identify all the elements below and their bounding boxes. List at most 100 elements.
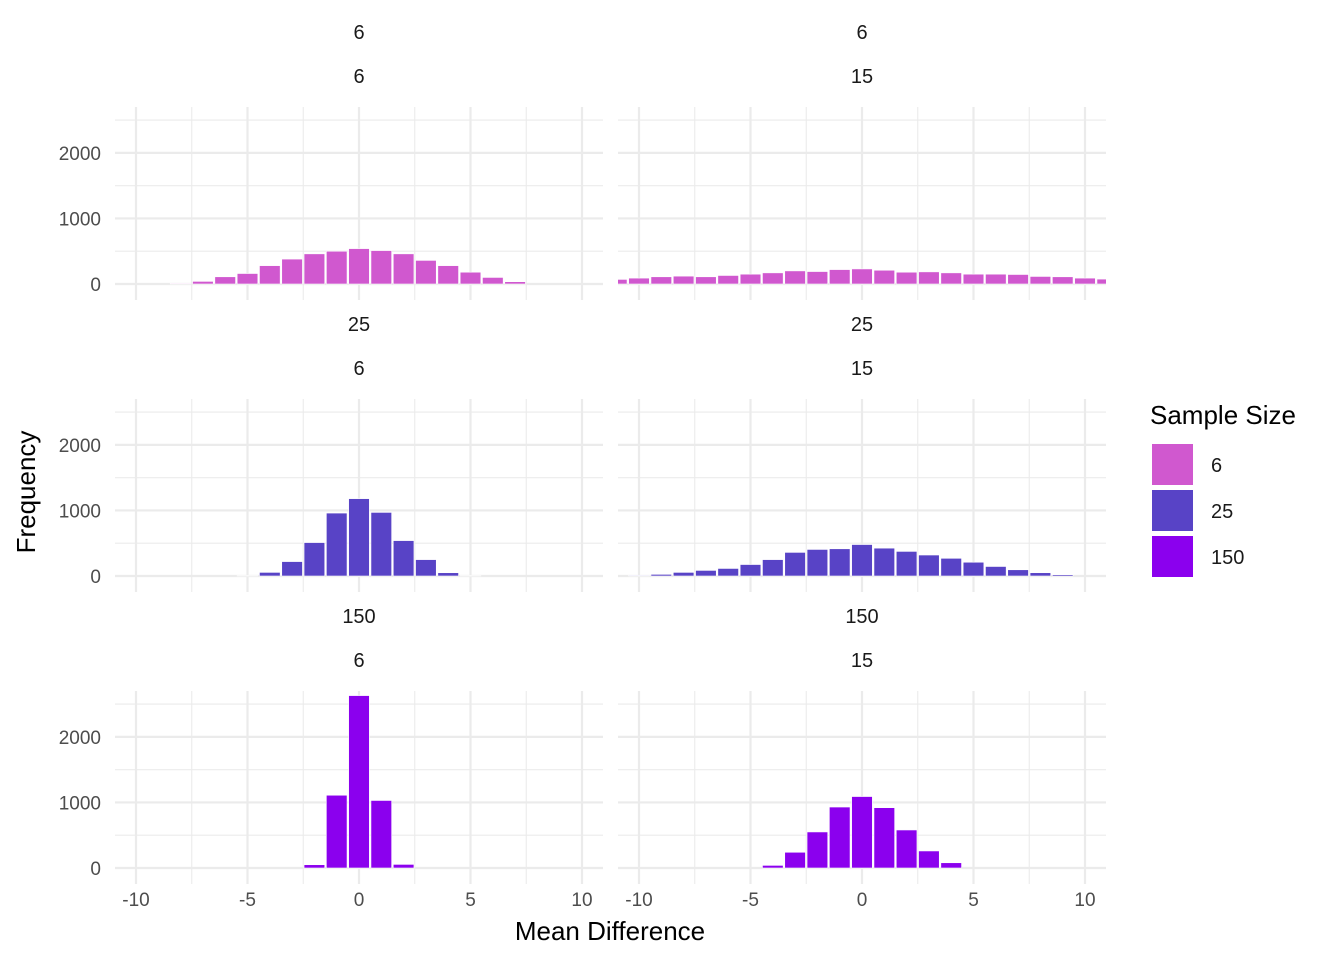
histogram-bar [852, 269, 873, 284]
y-tick-label: 2000 [59, 436, 101, 457]
histogram-bar [941, 558, 962, 576]
histogram-bar [282, 562, 303, 576]
histogram-bar [629, 278, 650, 284]
histogram-bar [762, 273, 783, 284]
histogram-bar [606, 279, 627, 284]
histogram-bar [349, 249, 370, 284]
histogram-bar [919, 851, 940, 868]
strip-label-bottom: 6 [353, 650, 364, 672]
histogram-bar [1008, 570, 1029, 576]
y-tick-label: 2000 [59, 728, 101, 749]
histogram-bar [852, 797, 873, 868]
histogram-bar [438, 573, 459, 576]
strip-label-bottom: 15 [851, 358, 873, 380]
histogram-bar [985, 566, 1006, 576]
histogram-bar [718, 568, 739, 576]
x-tick-label: 10 [1074, 890, 1095, 911]
strip-label-top: 6 [856, 22, 867, 44]
histogram-bar [740, 274, 761, 284]
histogram-bar [1052, 575, 1073, 576]
histogram-bar [304, 865, 325, 868]
histogram-bar [371, 251, 392, 284]
legend-label: 6 [1211, 455, 1222, 477]
bars [762, 797, 961, 868]
histogram-bar [963, 562, 984, 576]
strip-label-top: 150 [845, 606, 878, 628]
histogram-bar [852, 545, 873, 576]
histogram-bar [170, 283, 191, 284]
x-tick-label: -5 [239, 890, 256, 911]
legend-item-150: 150 [1152, 536, 1244, 577]
histogram-bar [393, 864, 414, 868]
histogram-bar [349, 499, 370, 576]
strip-label-top: 25 [851, 314, 873, 336]
legend-swatch [1152, 490, 1193, 531]
strip-label-top: 150 [342, 606, 375, 628]
histogram-bar [629, 575, 650, 576]
y-tick-label: 0 [90, 859, 101, 880]
x-axis-title: Mean Difference [515, 916, 705, 946]
histogram-bar [829, 807, 850, 868]
x-tick-label: 5 [465, 890, 476, 911]
histogram-bar [673, 276, 694, 284]
x-tick-label: -10 [122, 890, 149, 911]
x-tick-label: -10 [625, 890, 652, 911]
histogram-bar [829, 270, 850, 284]
histogram-bar [785, 852, 806, 868]
histogram-bar [371, 512, 392, 576]
histogram-bar [371, 800, 392, 868]
y-tick-label: 2000 [59, 144, 101, 165]
histogram-bar [651, 277, 672, 284]
histogram-bar [393, 254, 414, 284]
histogram-bar [416, 260, 437, 284]
bars [606, 269, 1117, 284]
legend-label: 25 [1211, 501, 1233, 523]
histogram-bar [919, 555, 940, 576]
legend-item-25: 25 [1152, 490, 1233, 531]
histogram-bar [829, 549, 850, 576]
histogram-bar [416, 560, 437, 576]
histogram-bar [807, 832, 828, 868]
histogram-bar [874, 808, 895, 868]
histogram-bar [304, 254, 325, 284]
bars [629, 545, 1073, 576]
histogram-bar [651, 574, 672, 576]
panels-layer: 6601000200061525601000200025151506010002… [59, 22, 1118, 911]
strip-label-top: 6 [353, 22, 364, 44]
strip-label-bottom: 15 [851, 66, 873, 88]
x-tick-label: 10 [571, 890, 592, 911]
strip-label-bottom: 6 [353, 66, 364, 88]
histogram-bar [941, 863, 962, 868]
histogram-bar [1052, 277, 1073, 284]
histogram-bar [326, 513, 347, 576]
histogram-bar [807, 549, 828, 576]
y-tick-label: 0 [90, 567, 101, 588]
histogram-bar [259, 266, 280, 284]
histogram-bar [740, 565, 761, 576]
histogram-bar [393, 541, 414, 576]
x-tick-label: 0 [354, 890, 365, 911]
histogram-bar [482, 277, 503, 284]
histogram-bar [1097, 279, 1118, 284]
histogram-bar [1030, 276, 1051, 284]
histogram-bar [874, 270, 895, 284]
histogram-bar [896, 551, 917, 576]
histogram-bar [326, 251, 347, 284]
histogram-bar [438, 266, 459, 284]
histogram-bar [785, 271, 806, 284]
histogram-bar [673, 572, 694, 576]
strip-label-bottom: 6 [353, 358, 364, 380]
y-tick-label: 0 [90, 275, 101, 296]
histogram-bar [762, 865, 783, 868]
strip-label-bottom: 15 [851, 650, 873, 672]
x-tick-label: 5 [968, 890, 979, 911]
bars [170, 249, 525, 284]
legend-swatch [1152, 536, 1193, 577]
panel-4: 25 15 [618, 314, 1106, 592]
y-tick-label: 1000 [59, 209, 101, 230]
histogram-bar [919, 272, 940, 284]
histogram-bar [326, 795, 347, 868]
